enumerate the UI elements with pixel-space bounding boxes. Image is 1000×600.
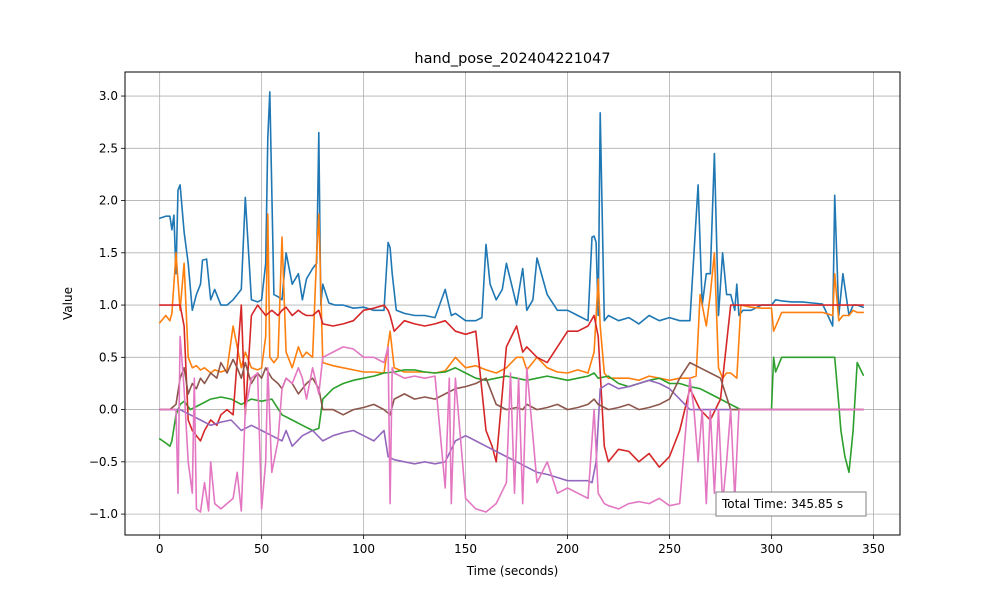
x-tick-label: 50: [254, 542, 269, 556]
annotation-box: [715, 491, 867, 517]
series-line-1: [158, 91, 865, 327]
series-line-7: [158, 335, 865, 513]
y-tick-label: 2.5: [99, 141, 118, 155]
y-tick-label: 0.0: [99, 403, 118, 417]
total-time-annotation: Total Time: 345.85 s: [715, 491, 867, 517]
y-tick-label: −0.5: [89, 455, 118, 469]
x-tick-label: 150: [454, 542, 477, 556]
plot-frame: [124, 71, 901, 536]
x-tick-label: 250: [658, 542, 681, 556]
x-axis-label: Time (seconds): [466, 564, 559, 578]
ticks: 0 50 100 150 200 250 300 350 −1.0 −0.5 0.0 0.5 1.0 1.…: [89, 89, 885, 556]
annotation-text: Total Time: 345.85 s: [721, 497, 843, 511]
y-tick-label: 1.5: [99, 246, 118, 260]
y-axis-label: Value: [61, 287, 75, 320]
series-line-6: [158, 358, 865, 416]
y-tick-label: 3.0: [99, 89, 118, 103]
x-tick-label: 0: [156, 542, 164, 556]
chart-title: hand_pose_202404221047: [414, 51, 610, 67]
x-tick-label: 200: [556, 542, 579, 556]
y-tick-label: 1.0: [99, 298, 118, 312]
series-group: [158, 91, 865, 513]
y-tick-label: 0.5: [99, 350, 118, 364]
y-tick-label: 2.0: [99, 194, 118, 208]
series-line-4: [158, 304, 865, 468]
x-tick-label: 350: [862, 542, 885, 556]
y-tick-label: −1.0: [89, 507, 118, 521]
x-tick-label: 300: [760, 542, 783, 556]
x-tick-label: 100: [352, 542, 375, 556]
